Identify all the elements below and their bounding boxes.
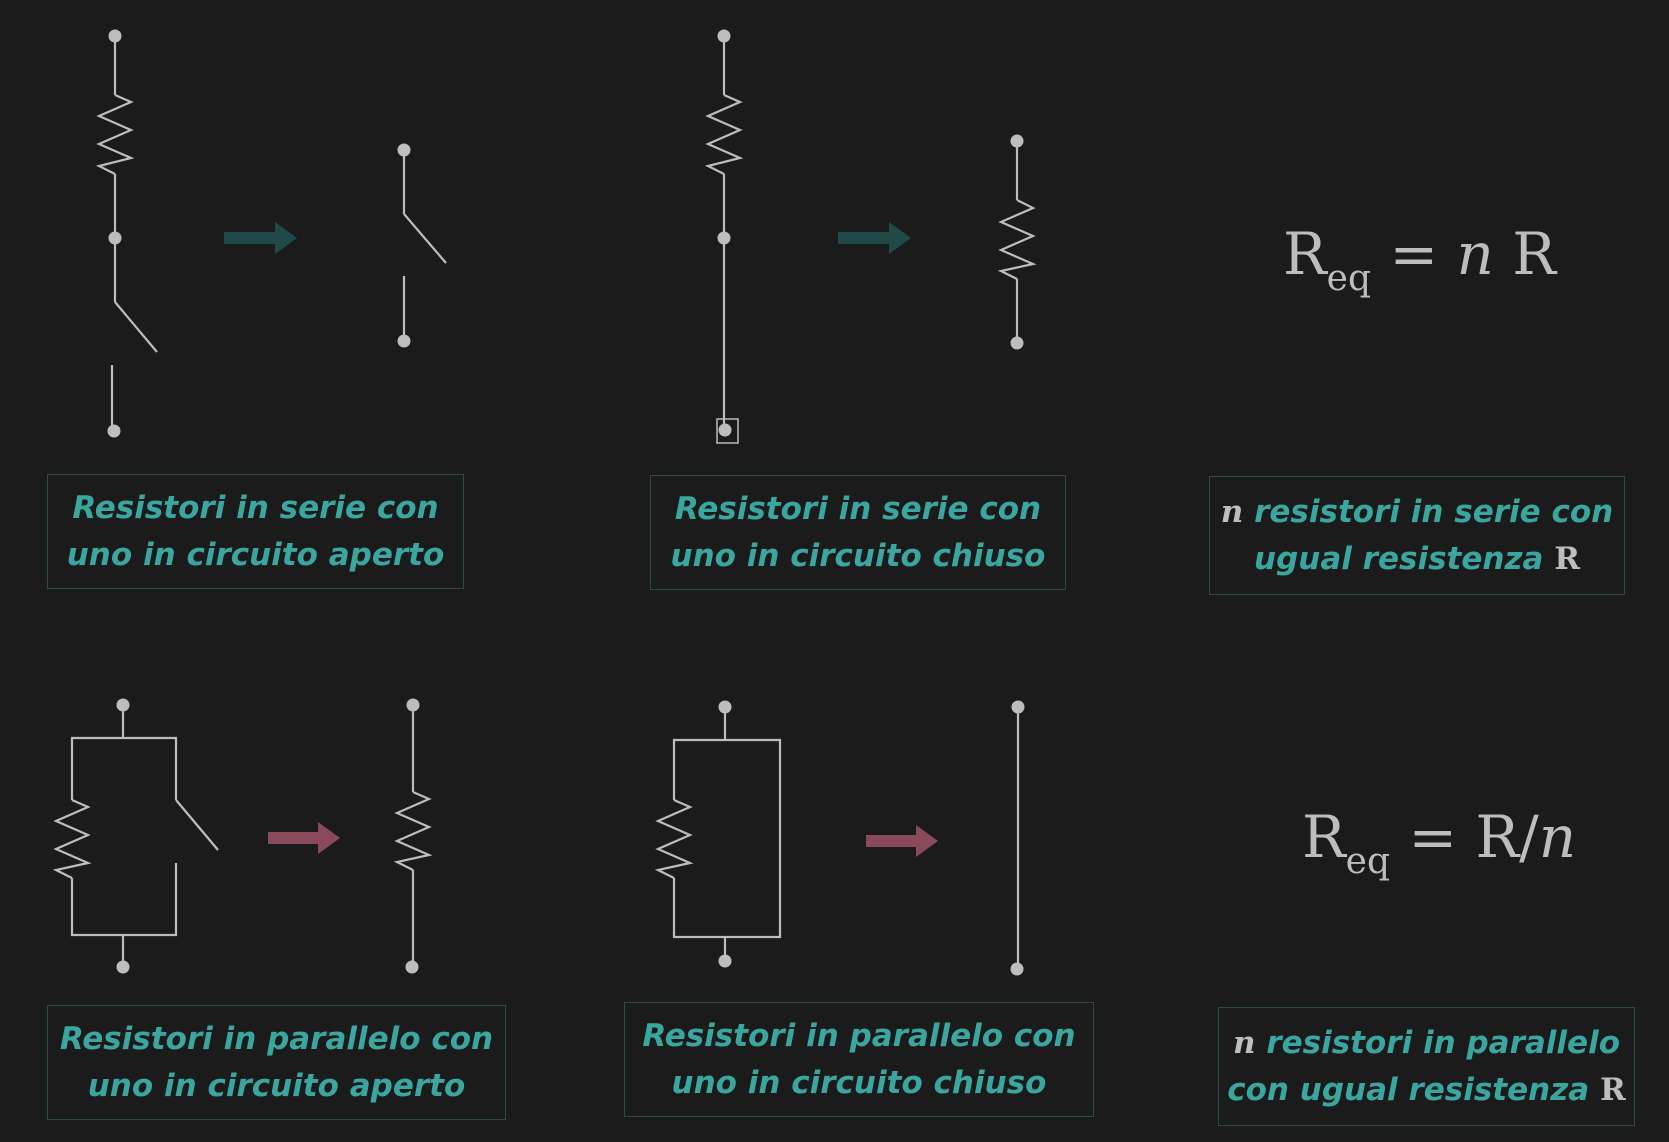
arrow-series-open xyxy=(224,222,297,254)
caption-series-n: n resistori in serie con ugual resistenz… xyxy=(1209,476,1625,595)
terminal-dot xyxy=(1010,134,1024,148)
arrow-parallel-closed xyxy=(866,825,938,857)
caption-line: uno in circuito chiuso xyxy=(671,1064,1047,1101)
n-symbol: n xyxy=(1232,1024,1256,1061)
caption-line: Resistori in serie con xyxy=(674,490,1042,527)
terminal-dot xyxy=(405,960,419,974)
n-symbol: n xyxy=(1220,493,1244,530)
caption-line: n resistori in parallelo xyxy=(1232,1024,1620,1061)
terminal-dot xyxy=(397,143,411,157)
terminal-dot xyxy=(1011,700,1025,714)
series-open-circuit xyxy=(95,36,158,430)
terminal-dot xyxy=(717,231,731,245)
terminal-dot xyxy=(107,424,121,438)
caption-line: con ugual resistenza R xyxy=(1227,1071,1626,1108)
terminal-dot xyxy=(108,231,122,245)
parallel-closed-circuit xyxy=(654,707,782,961)
terminal-dot xyxy=(116,960,130,974)
caption-line: uno in circuito aperto xyxy=(87,1067,466,1104)
series-open-result xyxy=(402,150,447,341)
caption-parallel-n: n resistori in parallelo con ugual resis… xyxy=(1218,1007,1635,1126)
caption-line: ugual resistenza R xyxy=(1254,540,1580,577)
caption-line: uno in circuito chiuso xyxy=(670,537,1046,574)
series-closed-circuit xyxy=(704,36,744,444)
formula-series: Req = n R xyxy=(1283,220,1556,299)
caption-series-closed: Resistori in serie con uno in circuito c… xyxy=(650,475,1066,590)
parallel-open-circuit xyxy=(52,705,219,967)
terminal-dot xyxy=(718,954,732,968)
series-closed-result xyxy=(997,141,1037,343)
arrow-series-closed xyxy=(838,222,911,254)
caption-line: Resistori in parallelo con xyxy=(59,1020,494,1057)
terminal-dot xyxy=(718,700,732,714)
R-symbol: R xyxy=(1554,540,1580,577)
terminal-dots xyxy=(107,29,1025,976)
caption-line: Resistori in serie con xyxy=(72,489,439,526)
terminal-dot xyxy=(1010,962,1024,976)
terminal-dot xyxy=(116,698,130,712)
terminal-dot xyxy=(1010,336,1024,350)
terminal-dot xyxy=(717,29,731,43)
terminal-dot xyxy=(397,334,411,348)
parallel-open-result xyxy=(393,705,433,967)
caption-line: uno in circuito aperto xyxy=(66,536,445,573)
caption-line: n resistori in serie con xyxy=(1220,493,1614,530)
caption-parallel-open: Resistori in parallelo con uno in circui… xyxy=(47,1005,506,1120)
caption-line: Resistori in parallelo con xyxy=(642,1017,1076,1054)
terminal-dot xyxy=(406,698,420,712)
caption-series-open: Resistori in serie con uno in circuito a… xyxy=(47,474,464,589)
R-symbol: R xyxy=(1599,1071,1626,1108)
arrow-parallel-open xyxy=(268,822,340,854)
formula-parallel: Req = R/n xyxy=(1302,803,1577,882)
terminal-dot xyxy=(108,29,122,43)
terminal-dot xyxy=(718,423,732,437)
caption-parallel-closed: Resistori in parallelo con uno in circui… xyxy=(624,1002,1094,1117)
